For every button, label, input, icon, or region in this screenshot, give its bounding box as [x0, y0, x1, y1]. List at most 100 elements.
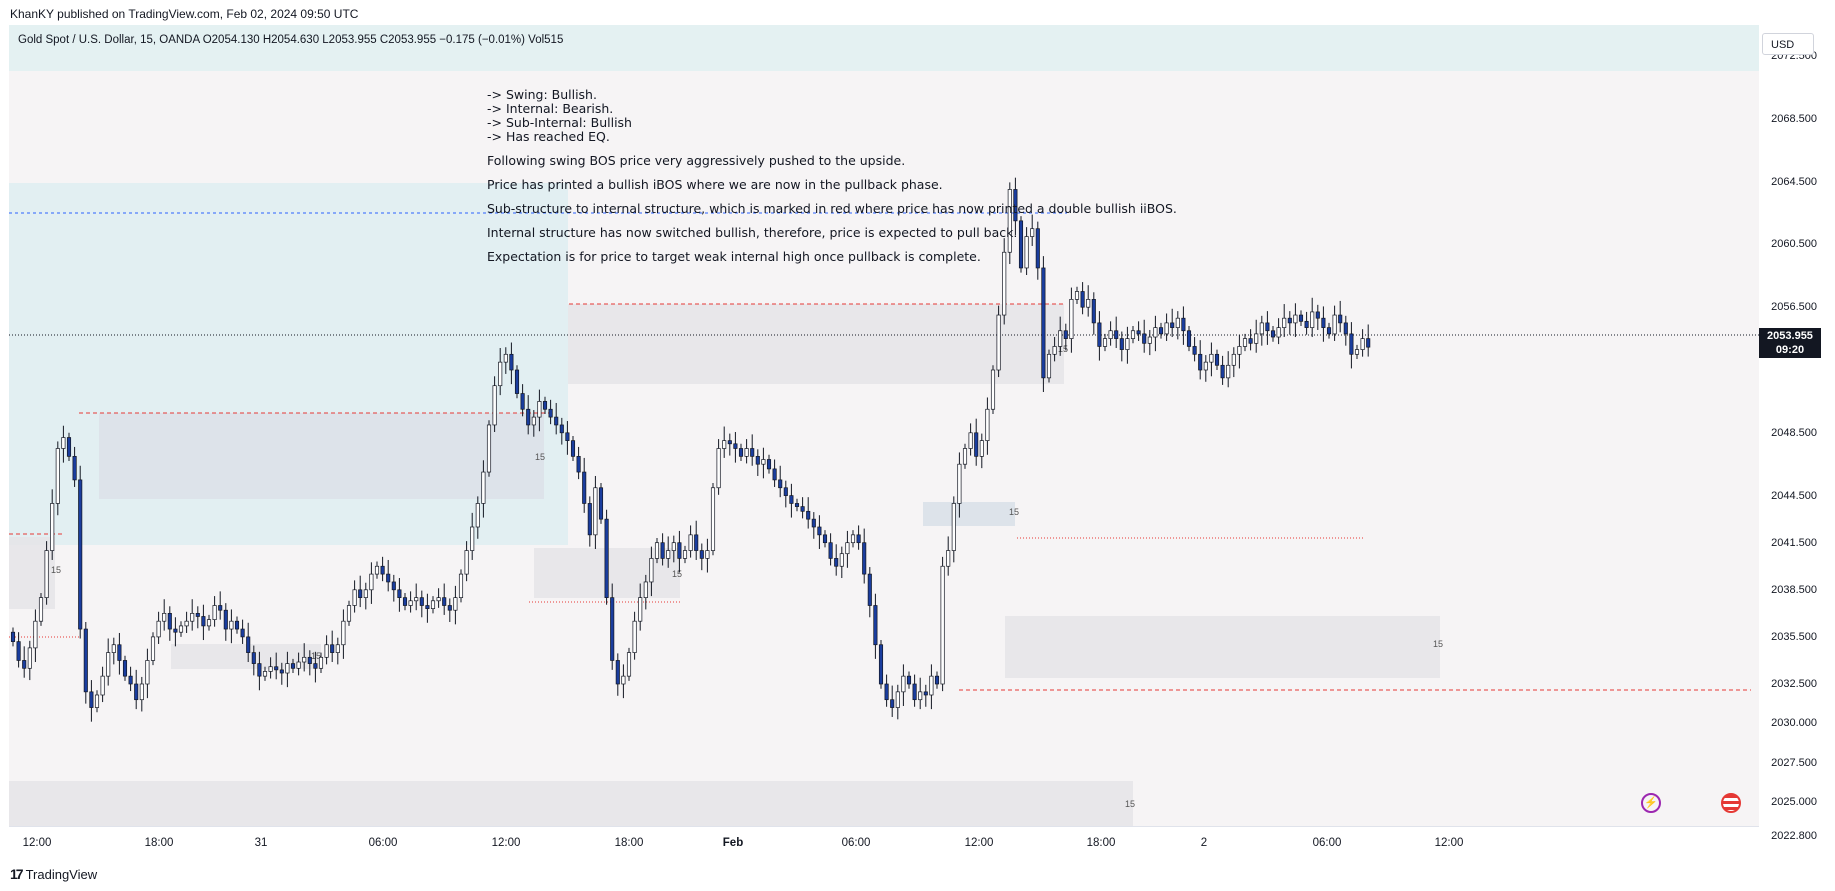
candle	[274, 652, 279, 680]
bar-countdown: 09:20	[1775, 344, 1805, 356]
candle	[447, 598, 452, 622]
candle	[789, 483, 794, 518]
lightning-icon[interactable]: ⚡	[1641, 793, 1661, 813]
price-axis-label: 2060.500	[1771, 238, 1817, 251]
candle	[1186, 326, 1192, 352]
candle	[1086, 285, 1091, 317]
price-axis-label: 2056.500	[1771, 301, 1817, 314]
candle	[1018, 216, 1024, 273]
candle	[1192, 337, 1197, 362]
candle	[475, 496, 480, 539]
candle	[145, 648, 150, 699]
price-axis[interactable]: 2072.500 2068.500 2064.500 2060.500 2056.500…	[1759, 25, 1825, 842]
candle	[834, 544, 839, 576]
candle	[906, 671, 912, 689]
candle	[1237, 334, 1242, 369]
price-axis-label: 2027.500	[1771, 756, 1817, 769]
candle	[251, 645, 256, 676]
candle	[649, 546, 654, 597]
candle	[990, 365, 996, 414]
zone-timeframe-label: 15	[535, 452, 546, 462]
candle	[89, 680, 94, 722]
candle	[167, 606, 172, 641]
candle	[934, 671, 940, 689]
candle	[778, 465, 783, 498]
candle	[638, 583, 643, 631]
candle	[811, 512, 816, 539]
candle	[1080, 282, 1085, 315]
candle	[744, 439, 749, 464]
candle	[22, 646, 27, 678]
candle	[335, 637, 340, 665]
candle	[10, 627, 16, 647]
candle	[610, 583, 615, 670]
candle	[621, 664, 626, 699]
time-axis-label: 12:00	[22, 837, 52, 849]
candle	[968, 423, 973, 456]
plot-area[interactable]: 15 15 15 15 15 15 15 15 Gold Spot / U.S.…	[9, 25, 1759, 826]
zone-timeframe-label: 15	[672, 569, 683, 579]
candle	[33, 609, 38, 663]
structure-lines	[9, 212, 1759, 691]
price-axis-label: 2044.500	[1771, 489, 1817, 502]
candle	[128, 666, 133, 692]
price-axis-label: 2030.000	[1771, 717, 1817, 730]
candle	[430, 596, 436, 614]
candle	[72, 446, 77, 487]
candle	[503, 347, 508, 374]
currency-selector[interactable]: USD	[1762, 33, 1814, 55]
candle	[1164, 313, 1169, 341]
chart-container[interactable]: 15 15 15 15 15 15 15 15 Gold Spot / U.S.…	[9, 25, 1825, 856]
candle	[1360, 329, 1365, 357]
order-block-zone	[1005, 616, 1440, 678]
candle	[94, 690, 100, 713]
candle	[285, 651, 290, 688]
candle	[27, 640, 32, 681]
candle	[1136, 321, 1141, 341]
candle	[374, 561, 380, 579]
candle	[229, 609, 234, 644]
candle	[1282, 304, 1287, 338]
price-axis-label: 2048.500	[1771, 426, 1817, 439]
candle	[279, 662, 284, 685]
candle	[150, 632, 156, 666]
us-flag-icon[interactable]	[1721, 793, 1741, 813]
candle	[1276, 318, 1281, 345]
note-bullet: -> Internal: Bearish.	[487, 101, 614, 116]
candle	[542, 396, 548, 414]
time-axis[interactable]: 12:00 18:00 31 06:00 12:00 18:00 Feb 06:00 12:00…	[9, 826, 1759, 856]
candle	[794, 498, 800, 512]
symbol-legend[interactable]: Gold Spot / U.S. Dollar, 15, OANDA O2054…	[18, 34, 564, 46]
order-block-zone	[9, 781, 1133, 826]
candlestick-series	[10, 177, 1371, 722]
candle	[1102, 333, 1108, 352]
candle	[615, 653, 620, 696]
price-axis-label: 2032.500	[1771, 678, 1817, 690]
candle	[526, 395, 531, 435]
analysis-note[interactable]: -> Swing: Bullish. -> Internal: Bearish.…	[487, 88, 1247, 264]
candle	[845, 530, 850, 568]
candle	[1270, 326, 1276, 342]
candle	[391, 574, 396, 602]
candle	[890, 685, 895, 717]
candle	[1091, 292, 1096, 335]
candle	[996, 305, 1001, 378]
candle	[464, 541, 469, 582]
candle	[559, 417, 564, 445]
candle	[44, 541, 49, 605]
price-axis-label: 2041.500	[1771, 536, 1817, 549]
candle	[750, 434, 755, 466]
candle	[1058, 316, 1063, 356]
time-axis-label: Feb	[722, 837, 744, 849]
candle	[190, 599, 195, 631]
symbol-header-bar	[9, 25, 1759, 71]
candle	[761, 447, 766, 479]
candle	[587, 496, 592, 547]
order-block-zone	[923, 502, 1015, 526]
tradingview-logo[interactable]: 17 TradingView	[10, 866, 97, 882]
candle	[223, 603, 228, 641]
candle	[839, 546, 844, 579]
candle	[873, 593, 878, 659]
candle	[330, 630, 335, 663]
candle	[632, 611, 637, 660]
